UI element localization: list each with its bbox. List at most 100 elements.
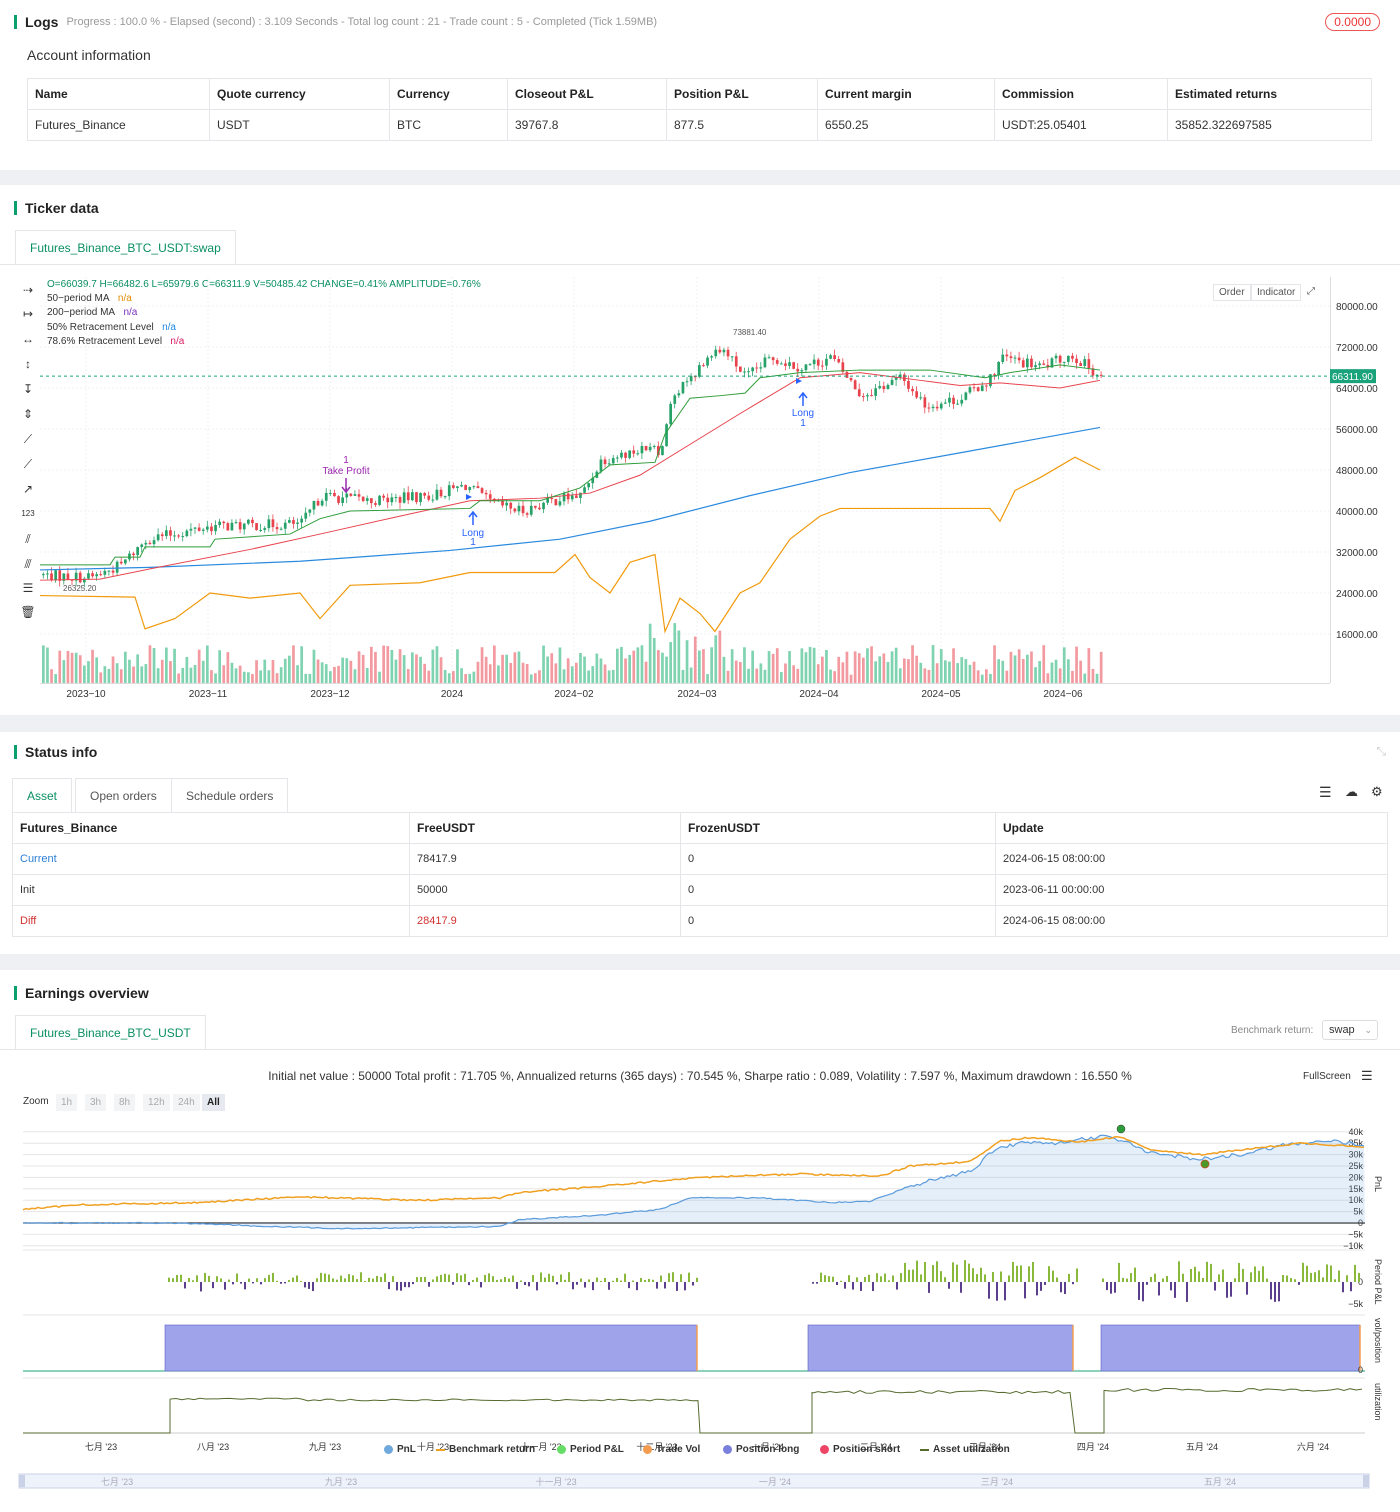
time-tick-label: 七月 '23: [85, 1442, 117, 1452]
period-pnl-bar: [264, 1278, 266, 1282]
tab-open-orders[interactable]: Open orders: [75, 778, 172, 812]
candle-body: [173, 535, 176, 537]
zoom-all[interactable]: All: [202, 1094, 225, 1111]
vertical-line-icon[interactable]: ↕: [25, 357, 31, 371]
candle-body: [156, 534, 160, 541]
time-tick-label: 八月 '23: [197, 1442, 229, 1452]
period-pnl-bar: [1076, 1268, 1078, 1282]
indicator-legend-ma200[interactable]: 200−period MA n/a: [47, 307, 137, 318]
legend-pnl[interactable]: PnL: [384, 1444, 416, 1455]
legend-position-long[interactable]: Position long: [723, 1444, 799, 1455]
candle-body: [562, 493, 566, 502]
candle-body: [755, 367, 759, 369]
menu-icon[interactable]: ☰: [1361, 1068, 1373, 1083]
volume-bar: [1099, 651, 1103, 683]
high-price-label: 73881.40: [733, 328, 767, 337]
indicator-legend-fib786[interactable]: 78.6% Retracement Level n/a: [47, 336, 184, 347]
list-icon[interactable]: ☰: [1319, 784, 1332, 800]
candle-body: [923, 397, 927, 408]
pnl-tick-label: 10k: [1348, 1195, 1363, 1205]
candle-body: [447, 485, 451, 497]
price-label-icon[interactable]: 123: [21, 509, 35, 518]
fullscreen-button[interactable]: FullScreen: [1303, 1071, 1351, 1082]
gear-icon[interactable]: ⚙: [1371, 784, 1383, 799]
collapse-icon[interactable]: ⤡: [1376, 744, 1386, 758]
volume-bar: [259, 670, 262, 683]
period-pnl-bar: [1032, 1262, 1034, 1282]
volume-bar: [1021, 659, 1025, 683]
candle-body: [579, 492, 582, 498]
tab-asset[interactable]: Asset: [12, 778, 73, 812]
benchmark-select[interactable]: swap ⌄: [1322, 1020, 1378, 1040]
period-pnl-bar: [340, 1275, 342, 1282]
zoom-12h[interactable]: 12h: [143, 1094, 170, 1111]
volume-bar: [944, 660, 947, 683]
zoom-3h[interactable]: 3h: [85, 1094, 107, 1111]
volume-bar: [734, 660, 738, 683]
candle-body: [251, 519, 254, 524]
candle-body: [464, 484, 467, 491]
candle-body: [669, 403, 672, 425]
candle-body: [136, 547, 139, 556]
volume-bar: [948, 661, 951, 683]
trash-icon[interactable]: 🗑: [20, 605, 36, 619]
indicator-value: n/a: [170, 336, 185, 347]
period-pnl-bar: [696, 1277, 698, 1282]
candle-body: [148, 542, 152, 545]
ticker-header: Ticker data: [14, 200, 99, 216]
parallel-lines-icon[interactable]: ⫽: [25, 532, 31, 546]
tab-earnings-symbol[interactable]: Futures_Binance_BTC_USDT: [15, 1015, 206, 1049]
volume-bar: [931, 645, 935, 683]
candle-body: [780, 363, 783, 365]
candlestick-chart[interactable]: 80000.00 72000.00 64000.00 56000.00 48000.00…: [0, 185, 1400, 715]
ray-line-icon[interactable]: ⟋: [23, 457, 33, 471]
tab-ticker-symbol[interactable]: Futures_Binance_BTC_USDT:swap: [15, 230, 236, 264]
arrow-line-icon[interactable]: ↗: [22, 482, 34, 496]
volume-bar: [874, 661, 877, 683]
candle-body: [636, 453, 640, 455]
accent-bar: [14, 15, 17, 29]
candle-body: [353, 494, 357, 496]
zoom-24h[interactable]: 24h: [173, 1094, 200, 1111]
time-tick-label: 2024−02: [554, 689, 594, 700]
candle-body: [718, 349, 722, 353]
fibonacci-icon[interactable]: ☰: [22, 581, 34, 595]
indicator-button[interactable]: Indicator: [1251, 284, 1302, 301]
volume-bar: [296, 665, 299, 683]
candle-body: [689, 376, 693, 382]
candle-body: [587, 483, 590, 488]
period-pnl-bar: [468, 1282, 470, 1286]
time-tick-label: 2024−03: [677, 689, 717, 700]
period-pnl-bar: [532, 1275, 534, 1282]
vertical-ray-icon[interactable]: ↧: [22, 382, 34, 396]
channel-icon[interactable]: ⫻: [24, 557, 32, 571]
table-row: Diff 28417.9 0 2024-06-15 08:00:00: [12, 905, 1388, 937]
zoom-8h[interactable]: 8h: [114, 1094, 136, 1111]
candle-body: [853, 380, 857, 390]
candle-body: [1062, 361, 1066, 363]
candle-body: [1021, 360, 1025, 368]
trend-line-icon[interactable]: ⟋: [23, 432, 33, 446]
row-label-current[interactable]: Current: [12, 843, 410, 875]
legend-position-short[interactable]: Position short: [820, 1444, 900, 1455]
zoom-1h[interactable]: 1h: [56, 1094, 78, 1111]
cloud-download-icon[interactable]: ☁: [1345, 784, 1358, 799]
horizontal-segment-icon[interactable]: ↔: [22, 332, 34, 346]
horizontal-ray-icon[interactable]: ↦: [22, 307, 34, 321]
horizontal-line-icon[interactable]: ⇢: [22, 283, 34, 297]
candle-body: [927, 407, 931, 409]
candle-body: [882, 386, 886, 390]
volume-bar: [1009, 651, 1013, 683]
legend-asset-utilization[interactable]: Asset utilization: [920, 1444, 1010, 1455]
candle-body: [1054, 355, 1058, 359]
vertical-segment-icon[interactable]: ⇕: [22, 407, 34, 421]
tab-schedule-orders[interactable]: Schedule orders: [171, 778, 289, 812]
fullscreen-icon[interactable]: ⤢: [1302, 284, 1320, 299]
indicator-legend-fib50[interactable]: 50% Retracement Level n/a: [47, 322, 176, 333]
order-button[interactable]: Order: [1213, 284, 1251, 301]
indicator-legend-ma50[interactable]: 50−period MA n/a: [47, 293, 132, 304]
legend-period-pnl[interactable]: Period P&L: [557, 1444, 624, 1455]
legend-benchmark[interactable]: Benchmark return: [436, 1444, 535, 1455]
legend-trade-vol[interactable]: Trade Vol: [643, 1444, 700, 1455]
